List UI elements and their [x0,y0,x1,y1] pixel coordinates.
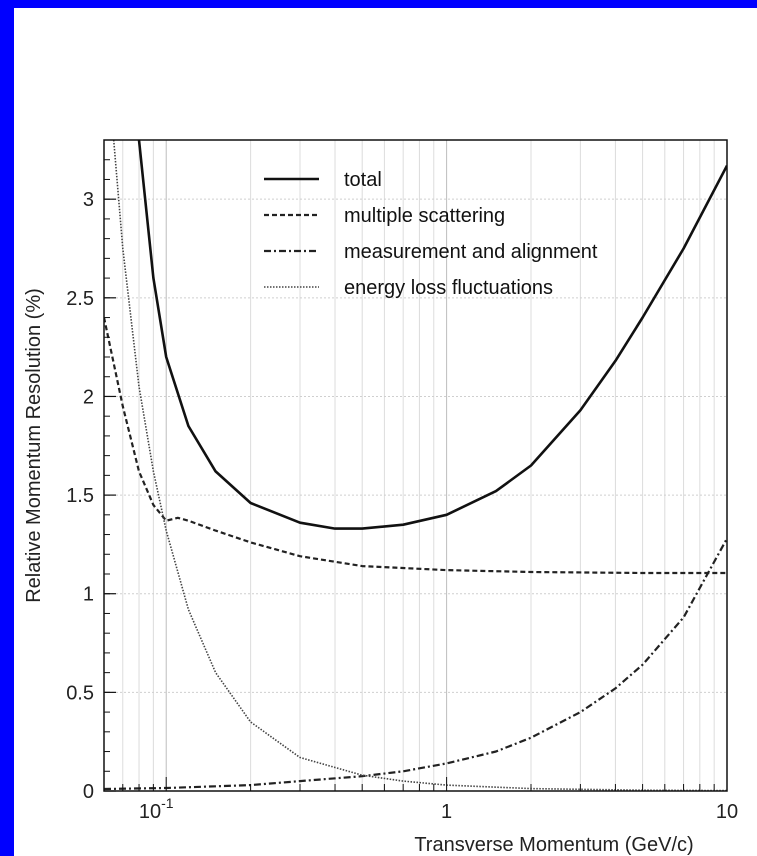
legend-label: energy loss fluctuations [344,277,553,299]
chart-frame: 0 0.5 1 1.5 2 2.5 3 10-1 1 10 total multiple scatt… [14,8,757,856]
x-tick-label: 10-1 [139,795,174,823]
y-tick-label: 3 [83,189,94,211]
y-axis-title: Relative Momentum Resolution (%) [23,288,45,603]
legend-label: measurement and alignment [344,241,598,263]
plot-border [103,139,728,792]
legend-label: multiple scattering [344,205,505,227]
legend: total multiple scattering measurement and … [264,169,598,299]
y-tick-label: 1.5 [66,485,94,507]
x-axis-title: Transverse Momentum (GeV/c) [414,834,693,856]
x-tick-label: 10 [716,801,738,823]
series-line-total [137,140,727,530]
grid [103,140,728,792]
y-tick-label: 1 [83,584,94,606]
y-tick-label: 0.5 [66,682,94,704]
series-line-energy-loss-fluctuations [112,140,727,791]
x-tick-label: 1 [441,801,452,823]
legend-label: total [344,169,382,191]
series-line-multiple-scattering [104,317,727,575]
series-line-measurement-and-alignment [104,537,727,791]
y-tick-label: 2 [83,386,94,408]
resolution-chart: 0 0.5 1 1.5 2 2.5 3 10-1 1 10 total multiple scatt… [23,139,738,856]
y-tick-label: 2.5 [66,288,94,310]
axis-ticks: 0 0.5 1 1.5 2 2.5 3 10-1 1 10 [66,139,738,823]
series-lines [104,140,727,791]
y-tick-label: 0 [83,781,94,803]
